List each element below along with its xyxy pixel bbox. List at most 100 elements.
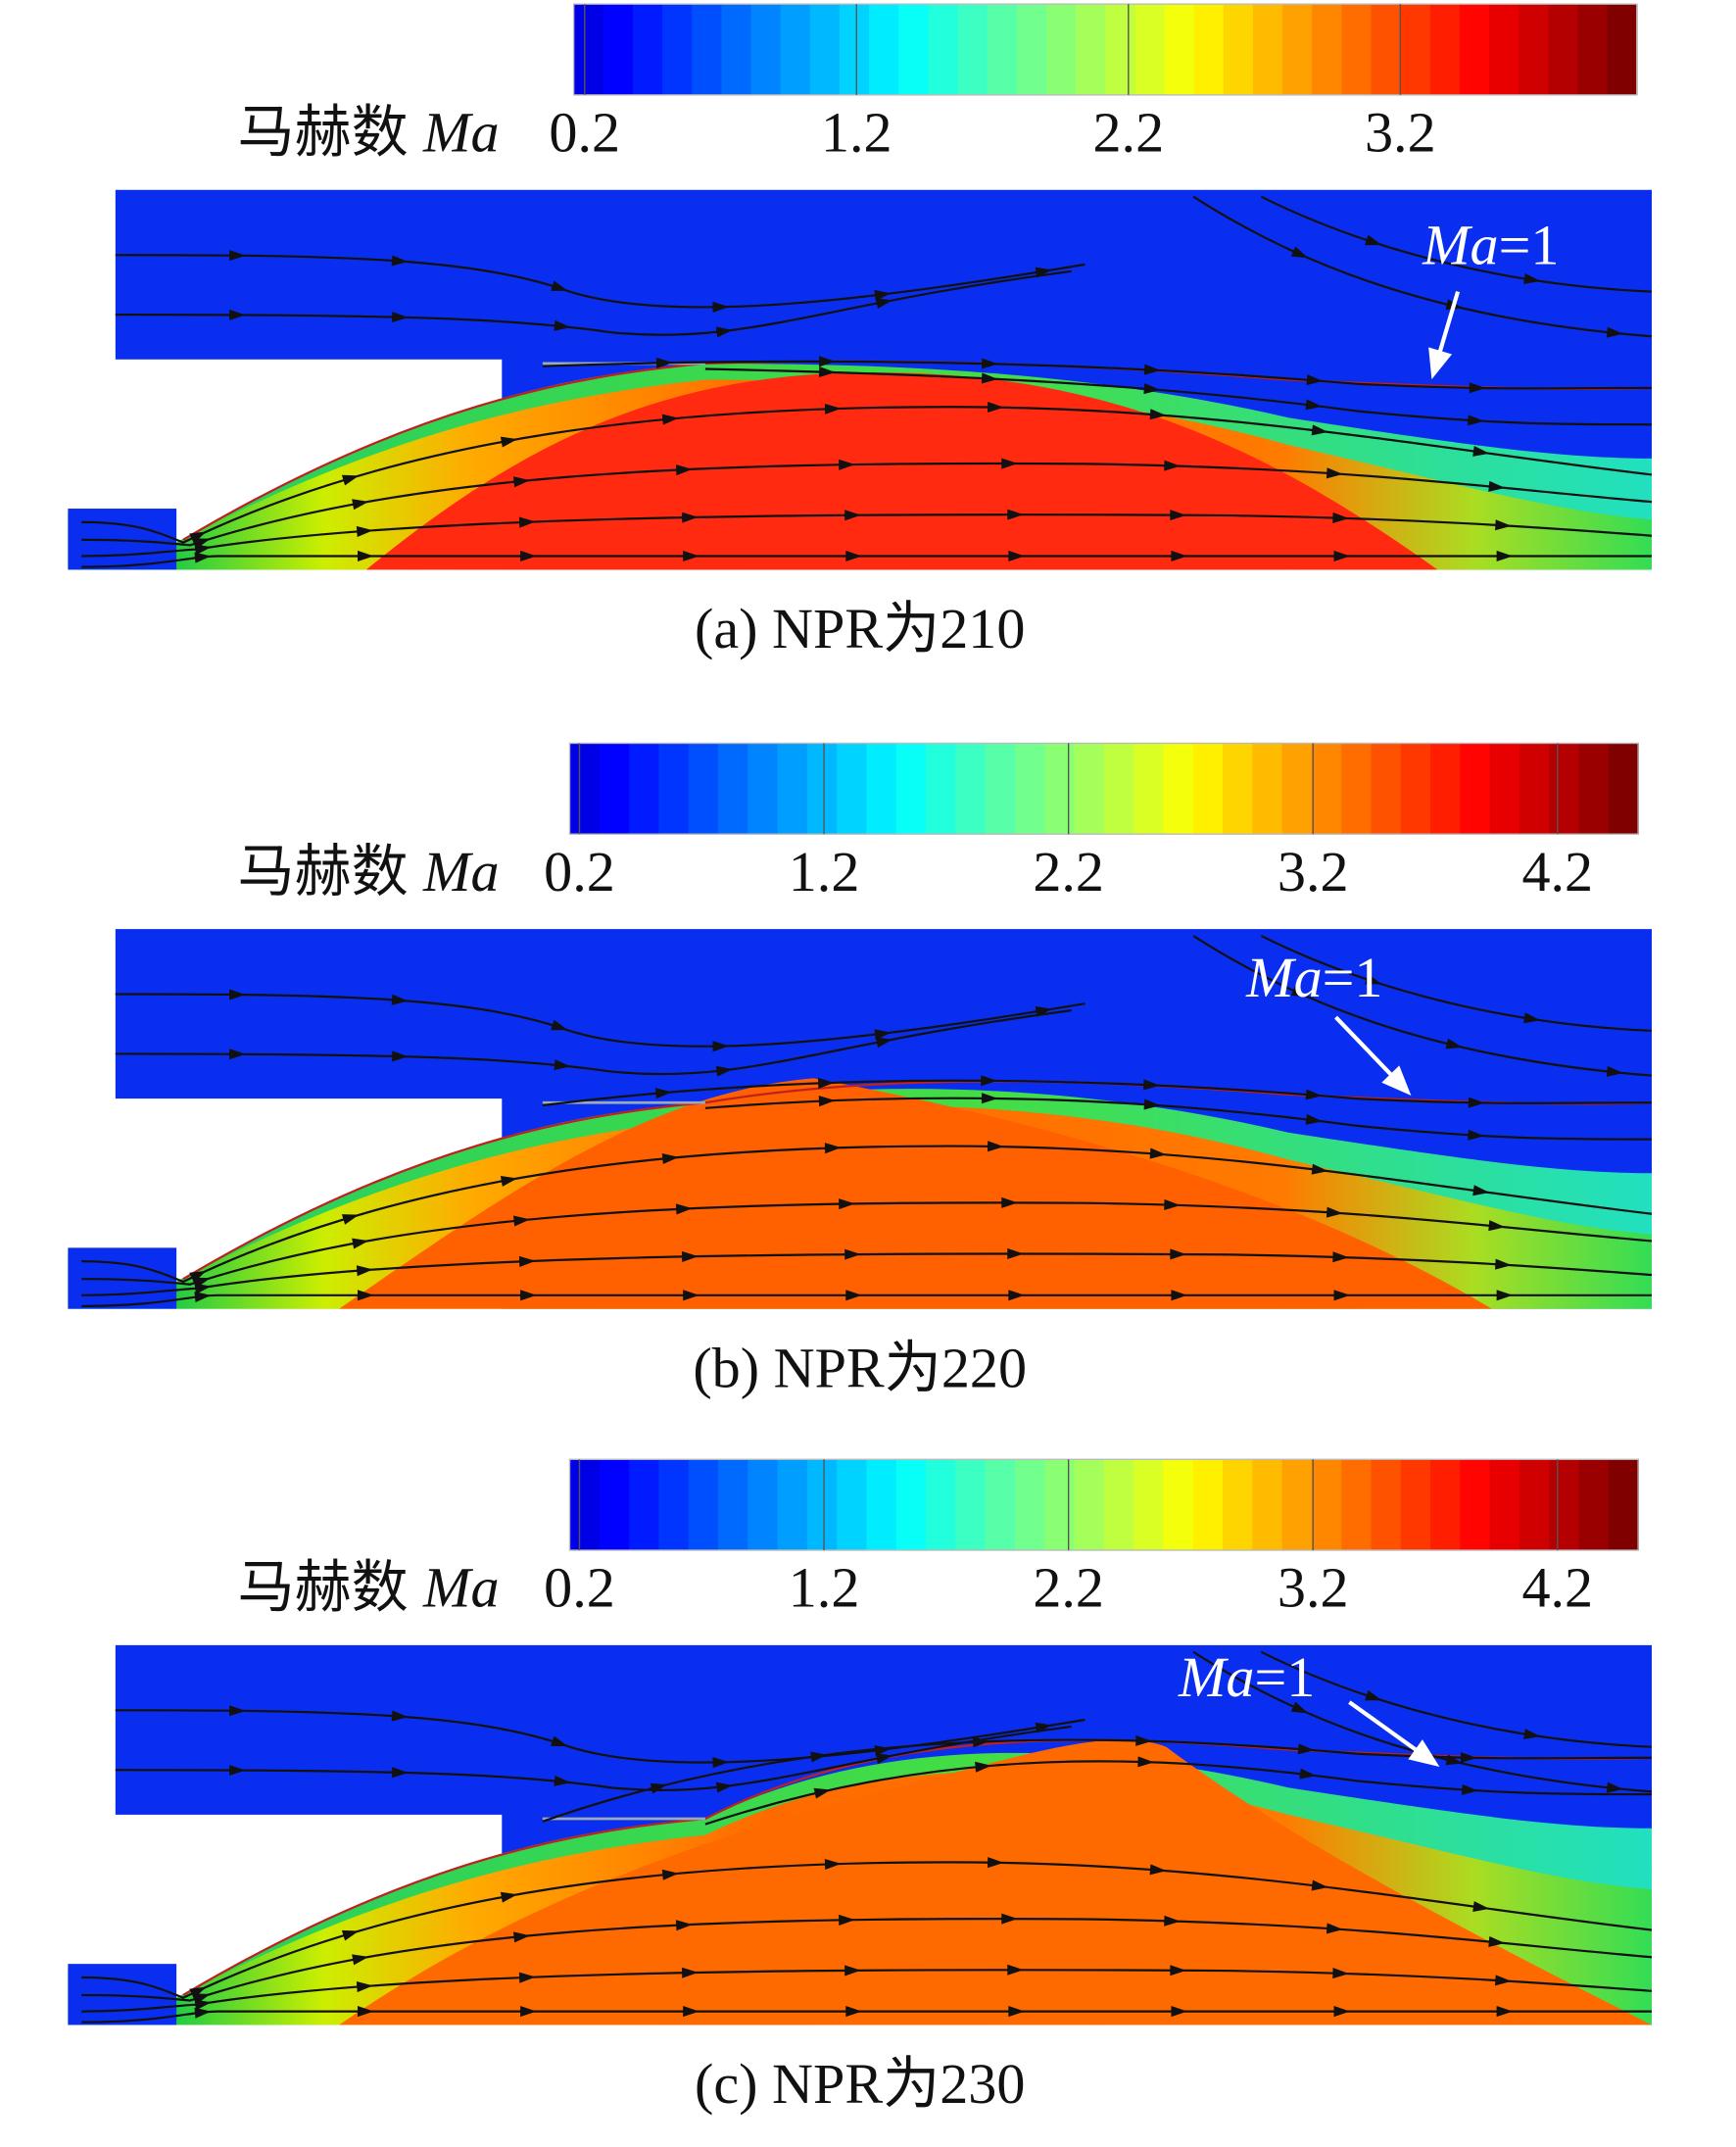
colorbar-band (1252, 4, 1283, 95)
streamline-arrow (1311, 424, 1328, 436)
streamline-arrow (229, 1705, 246, 1717)
colorbar-band (806, 1459, 838, 1551)
streamline-arrow (1164, 1198, 1181, 1210)
streamline-arrow (356, 1981, 373, 1993)
streamline-arrow (1164, 460, 1181, 471)
colorbar-band (1193, 4, 1225, 95)
streamline-arrow (194, 2007, 212, 2019)
streamline-arrow (392, 312, 409, 323)
streamline-arrow (1311, 1163, 1328, 1175)
streamline-arrow (189, 1986, 207, 1999)
annotation: Ma (1422, 213, 1498, 276)
streamline-arrow (1143, 1098, 1161, 1110)
streamline-arrow (1488, 1935, 1506, 1947)
streamline-arrow (1460, 1752, 1477, 1764)
colorbar-band (1519, 743, 1551, 835)
annotation: =1 (1499, 213, 1560, 276)
caption: (b) NPR为220 (693, 1336, 1027, 1399)
colorbar-band (1134, 4, 1166, 95)
colorbar-tick-label: 3.2 (1278, 1556, 1349, 1620)
streamline-arrow (1606, 326, 1623, 338)
streamline-arrow (189, 531, 207, 544)
colorbar-band (866, 743, 897, 835)
colorbar-band (721, 4, 752, 95)
colorbar-band (898, 4, 930, 95)
colorbar-band (569, 1459, 601, 1551)
colorbar-band (1223, 743, 1254, 835)
colorbar-band (629, 1459, 660, 1551)
streamline-arrow (1326, 1206, 1343, 1218)
streamline-arrow (520, 1290, 537, 1301)
streamline (115, 993, 1085, 1048)
streamline-arrow (661, 1152, 679, 1164)
streamline-arrow (813, 1787, 832, 1799)
streamline-arrow (1007, 1964, 1024, 1976)
streamline-arrow (391, 994, 409, 1005)
streamline-arrow (194, 1283, 212, 1294)
streamline-arrow (682, 512, 699, 523)
streamline-arrow (1332, 1251, 1350, 1263)
colorbar-band (599, 743, 630, 835)
colorbar-band (866, 1459, 897, 1551)
streamline-arrow (1171, 2006, 1188, 2018)
supersonic-core (339, 1078, 1492, 1309)
streamline-arrow (1001, 458, 1018, 469)
streamline-arrow (513, 1215, 531, 1227)
streamline-arrow (1137, 1756, 1155, 1768)
streamline-arrow (875, 1037, 893, 1049)
colorbar-tick-label: 1.2 (789, 1556, 860, 1620)
colorbar-tick-label: 2.2 (1033, 1556, 1104, 1620)
streamline-arrow (973, 1736, 989, 1748)
colorbar-band (658, 743, 690, 835)
streamline-arrow (975, 1761, 992, 1773)
colorbar-symbol: Ma (422, 840, 499, 903)
streamline-arrow (1170, 1248, 1186, 1260)
streamline-arrow (712, 1757, 730, 1769)
streamline (1192, 935, 1653, 1077)
colorbar-band (1103, 743, 1134, 835)
streamline-arrow (357, 1290, 374, 1301)
streamline-arrow (1496, 550, 1514, 562)
colorbar-band (806, 743, 838, 835)
colorbar-band (1549, 1459, 1580, 1551)
streamline-arrow (1007, 509, 1024, 520)
streamline-arrow (352, 1238, 369, 1249)
streamline-arrow (682, 1967, 699, 1978)
colorbar-tick-label: 0.2 (549, 101, 620, 165)
streamline-arrow (341, 474, 360, 486)
annotation-arrowhead (1408, 1739, 1440, 1767)
colorbar-band (780, 4, 811, 95)
streamline (81, 1861, 1653, 1999)
colorbar-band (1460, 743, 1491, 835)
colorbar-band (692, 4, 723, 95)
streamline-arrow (392, 1767, 409, 1779)
colorbar-symbol: Ma (422, 1556, 499, 1620)
streamline-arrow (1305, 1113, 1323, 1125)
colorbar-band (809, 4, 841, 95)
streamline-arrow (844, 1248, 861, 1260)
streamline-arrow (1149, 409, 1167, 420)
streamline-arrow (844, 510, 861, 521)
streamline-arrow (712, 1041, 730, 1052)
streamline-arrow (988, 1857, 1004, 1869)
streamline-arrow (1523, 1729, 1541, 1740)
streamline-arrow (194, 544, 212, 556)
streamline-arrow (1305, 399, 1323, 411)
streamline-arrow (1305, 1089, 1323, 1100)
colorbar-band (1044, 1459, 1076, 1551)
caption: (c) NPR为230 (695, 2052, 1025, 2116)
colorbar-band (662, 4, 694, 95)
streamline-arrow (1008, 1290, 1025, 1301)
streamline-arrow (229, 1764, 246, 1777)
colorbar-band (1459, 4, 1490, 95)
colorbar-label: 马赫数 (237, 1556, 408, 1620)
colorbar-label: 马赫数 (237, 840, 408, 903)
streamline-arrow (675, 464, 693, 476)
streamline-arrow (661, 1869, 679, 1880)
streamline-arrow (839, 459, 855, 470)
streamline-arrow (874, 1029, 892, 1041)
streamline (704, 1097, 1652, 1141)
colorbar-band (1400, 743, 1431, 835)
